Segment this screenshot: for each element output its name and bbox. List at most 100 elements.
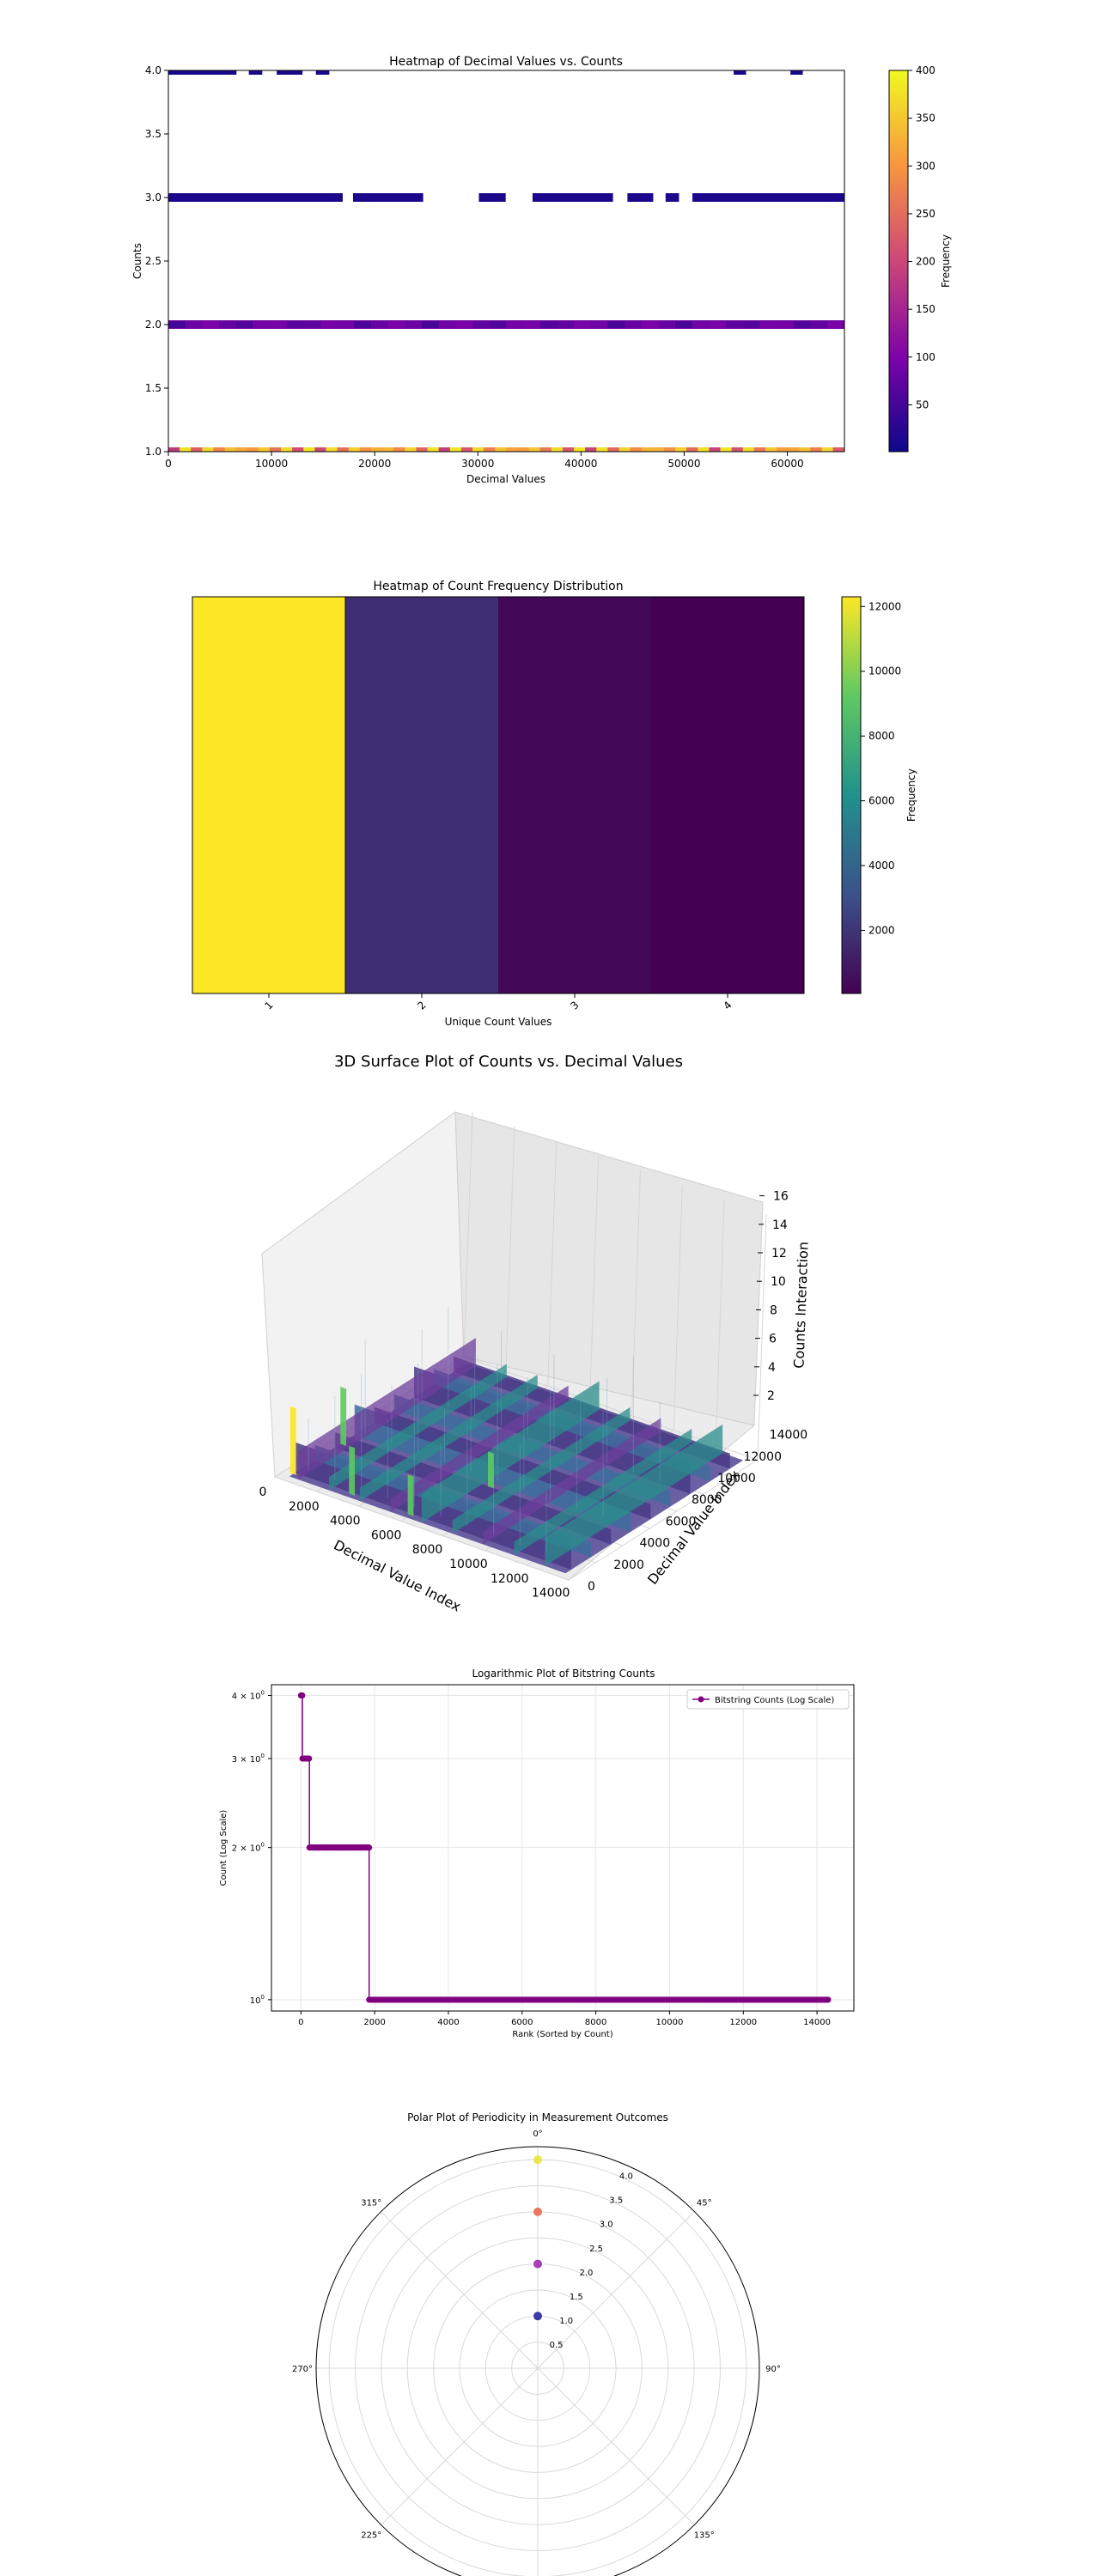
- y-tick-exponent: 0: [261, 1994, 265, 2001]
- heatmap-cell: [759, 321, 777, 328]
- heatmap-cell: [438, 447, 450, 452]
- heatmap-cell: [793, 321, 811, 328]
- z-tick-label: 6: [769, 1333, 777, 1346]
- heatmap-cell: [371, 447, 383, 452]
- heatmap-cell: [213, 447, 225, 452]
- x-tick-label: 10000: [656, 2018, 684, 2027]
- radial-tick-label: 1.5: [570, 2293, 583, 2302]
- heatmap-cell: [692, 193, 844, 202]
- heatmap-cell: [827, 321, 844, 328]
- heatmap-cell: [270, 321, 287, 328]
- heatmap-cell: [506, 321, 524, 328]
- data-point: [299, 1692, 306, 1698]
- y-tick-label: 3.0: [145, 191, 161, 204]
- heatmap-cell: [726, 321, 743, 328]
- heatmap-cell: [337, 447, 349, 452]
- y-tick-label: 8000: [692, 1493, 722, 1507]
- x-tick-label: 30000: [461, 458, 494, 470]
- heatmap-cell: [422, 321, 439, 328]
- heatmap-cell: [303, 447, 315, 452]
- y-tick-label: 10000: [717, 1472, 756, 1485]
- heatmap-cell: [720, 447, 732, 452]
- heatmap-cell: [281, 447, 293, 452]
- heatmap-cell: [607, 447, 619, 452]
- heatmap-cell: [405, 447, 417, 452]
- heatmap-cell: [472, 447, 484, 452]
- heatmap-cell: [202, 447, 214, 452]
- heatmap-cell: [460, 447, 473, 452]
- heatmap-cell: [387, 321, 405, 328]
- heatmap-cell: [539, 447, 552, 452]
- colorbar-tick-label: 100: [916, 351, 935, 363]
- heatmap-cell: [168, 193, 343, 202]
- grid-line: [631, 1170, 641, 1416]
- heatmap-cell: [652, 447, 665, 452]
- surface-ridge: [329, 1364, 507, 1491]
- x-tick-label: 6000: [511, 2018, 533, 2027]
- z-tick-label: 8: [770, 1303, 777, 1317]
- y-tick-label: 2.5: [145, 255, 161, 267]
- heatmap-cell: [484, 447, 496, 452]
- chart4-title: Logarithmic Plot of Bitstring Counts: [472, 1668, 655, 1680]
- chart-log-bitstring-counts: Logarithmic Plot of Bitstring Counts 0 20…: [219, 1668, 855, 2039]
- heatmap-cell: [345, 597, 498, 993]
- heatmap-cell: [574, 321, 591, 328]
- chart4-x-label: Rank (Sorted by Count): [512, 2030, 612, 2039]
- heatmap-cell: [449, 447, 461, 452]
- chart2-heatmap-cells: [192, 597, 804, 993]
- y-tick-label: 4.0: [145, 64, 161, 76]
- chart1-colorbar: [888, 70, 909, 453]
- chart-decimal-vs-counts: Heatmap of Decimal Values vs. Counts 0 10…: [131, 55, 952, 485]
- heatmap-cell: [777, 321, 794, 328]
- heatmap-cell: [664, 447, 676, 452]
- chart3-y-ticks: 0 2000 4000 6000 8000 10000 12000 14000: [588, 1429, 807, 1594]
- radial-tick-label: 2.5: [589, 2245, 603, 2254]
- z-tick-label: 4: [768, 1361, 776, 1375]
- heatmap-cell: [665, 193, 679, 202]
- heatmap-cell: [247, 447, 259, 452]
- heatmap-cell: [523, 321, 540, 328]
- radial-tick-label: 1.0: [559, 2317, 573, 2326]
- x-tick-label: 8000: [585, 2018, 606, 2027]
- chart4-y-label: Count (Log Scale): [219, 1810, 229, 1886]
- heatmap-cell: [258, 447, 271, 452]
- x-tick-label: 60000: [771, 458, 803, 470]
- grid-line: [757, 1214, 767, 1461]
- y-tick-label: 3 × 100: [232, 1753, 265, 1765]
- heatmap-cell: [821, 447, 833, 452]
- x-tick-label: 10000: [449, 1558, 488, 1571]
- heatmap-cell: [630, 447, 642, 452]
- x-tick-label: 50000: [667, 458, 700, 470]
- polar-point: [533, 2312, 542, 2321]
- x-tick-label: 1: [262, 999, 275, 1012]
- y-tick-label: 14000: [770, 1429, 808, 1443]
- chart5-angle-ticks: 0°45°90°135°180°225°270°315°: [292, 2129, 781, 2541]
- heatmap-cell: [371, 321, 388, 328]
- surface-ridge: [483, 1418, 661, 1545]
- x-tick-label: 0: [298, 2018, 303, 2027]
- chart1-colorbar-label: Frequency: [940, 234, 952, 288]
- colorbar-tick-label: 150: [916, 303, 935, 315]
- grid-line: [274, 1476, 570, 1581]
- angle-tick-label: 270°: [292, 2365, 313, 2374]
- y-tick-exponent: 0: [261, 1753, 265, 1759]
- y-tick-label: 1.5: [145, 382, 161, 394]
- y-tick-label: 4 × 100: [232, 1689, 265, 1701]
- colorbar-tick-label: 250: [916, 208, 935, 220]
- chart4-legend-marker: [698, 1696, 704, 1703]
- heatmap-cell: [788, 447, 800, 452]
- heatmap-cell: [416, 447, 428, 452]
- colorbar-tick-label: 350: [916, 112, 935, 125]
- heatmap-cell: [277, 70, 303, 75]
- heatmap-cell: [658, 321, 676, 328]
- heatmap-cell: [359, 447, 372, 452]
- surface-ridge: [359, 1375, 538, 1502]
- heatmap-cell: [495, 447, 507, 452]
- heatmap-cell: [625, 321, 642, 328]
- heatmap-cell: [253, 321, 271, 328]
- y-tick-base: 3 × 10: [232, 1755, 261, 1765]
- heatmap-cell: [235, 447, 247, 452]
- y-tick-base: 4 × 10: [232, 1692, 261, 1701]
- radial-tick-label: 2.0: [579, 2269, 593, 2278]
- x-tick-label: 0: [165, 458, 172, 470]
